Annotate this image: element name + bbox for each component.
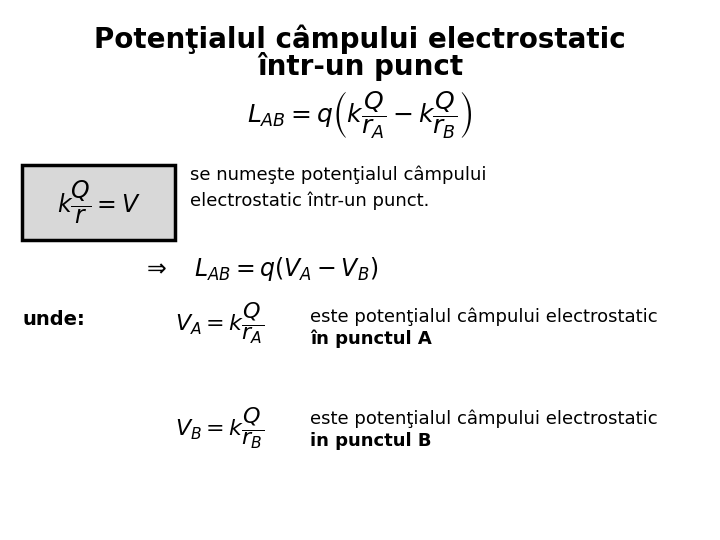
Text: $V_A = k\dfrac{Q}{r_A}$: $V_A = k\dfrac{Q}{r_A}$ <box>176 300 264 346</box>
Text: în punctul A: în punctul A <box>310 330 432 348</box>
Text: unde:: unde: <box>22 310 85 329</box>
Bar <box>22 165 175 240</box>
Text: $L_{AB} = q\left(k\dfrac{Q}{r_A} - k\dfrac{Q}{r_B}\right)$: $L_{AB} = q\left(k\dfrac{Q}{r_A} - k\dfr… <box>247 90 473 141</box>
Text: $k\dfrac{Q}{r} = V$: $k\dfrac{Q}{r} = V$ <box>57 179 140 226</box>
Text: într-un punct: într-un punct <box>257 52 463 81</box>
Text: $V_B = k\dfrac{Q}{r_B}$: $V_B = k\dfrac{Q}{r_B}$ <box>176 405 264 450</box>
Text: electrostatic într-un punct.: electrostatic într-un punct. <box>190 192 429 211</box>
Text: este potenţialul câmpului electrostatic: este potenţialul câmpului electrostatic <box>310 308 657 327</box>
Text: $\Rightarrow \quad L_{AB} = q(V_A - V_B)$: $\Rightarrow \quad L_{AB} = q(V_A - V_B)… <box>142 255 378 283</box>
Text: se numeşte potenţialul câmpului: se numeşte potenţialul câmpului <box>190 165 487 184</box>
Text: in punctul B: in punctul B <box>310 432 431 450</box>
Text: este potenţialul câmpului electrostatic: este potenţialul câmpului electrostatic <box>310 410 657 429</box>
Text: Potenţialul câmpului electrostatic: Potenţialul câmpului electrostatic <box>94 25 626 55</box>
